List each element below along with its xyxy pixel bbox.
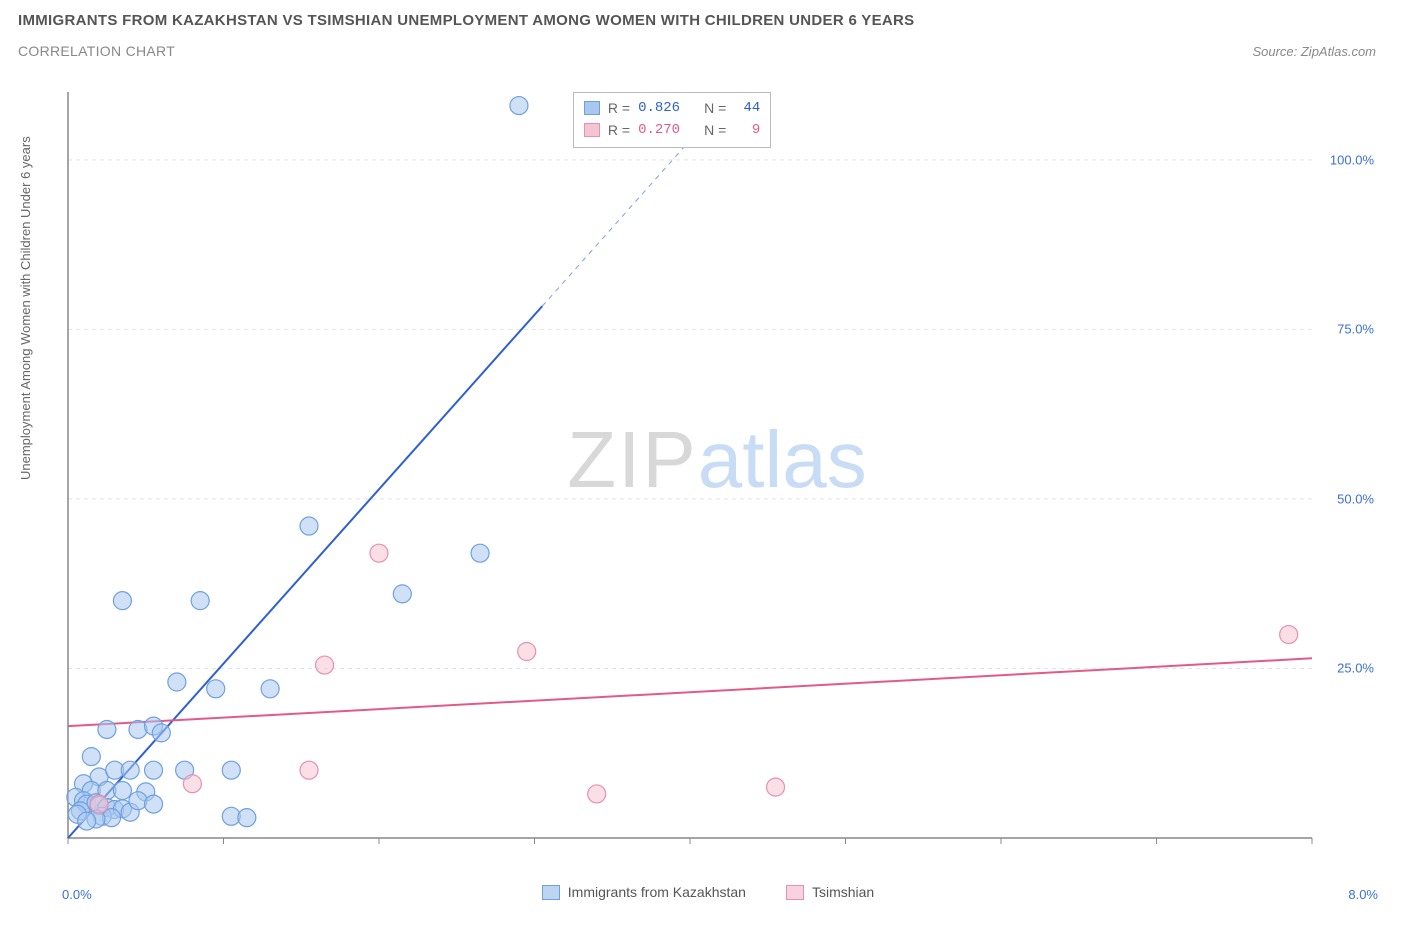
stats-swatch <box>584 123 600 137</box>
legend: Immigrants from Kazakhstan Tsimshian <box>28 884 1388 900</box>
legend-swatch-tsi <box>786 885 804 900</box>
stats-row: R = 0.826 N = 44 <box>584 97 760 119</box>
source-credit: Source: ZipAtlas.com <box>1252 44 1376 59</box>
legend-label-kaz: Immigrants from Kazakhstan <box>568 884 746 900</box>
y-axis-label: Unemployment Among Women with Children U… <box>18 136 33 480</box>
legend-label-tsi: Tsimshian <box>812 884 874 900</box>
page-title: IMMIGRANTS FROM KAZAKHSTAN VS TSIMSHIAN … <box>18 12 1388 29</box>
stats-r-label: R = <box>608 119 630 141</box>
stats-row: R = 0.270 N = 9 <box>584 119 760 141</box>
stats-n-label: N = <box>704 119 726 141</box>
scatter-plot: ZIPatlas R =0.826N =44R =0.270N =9 25.0%… <box>62 86 1372 866</box>
stats-r-value: 0.270 <box>638 119 680 141</box>
plot-svg <box>62 86 1372 866</box>
legend-item-tsi: Tsimshian <box>786 884 874 900</box>
y-tick-label: 75.0% <box>1337 322 1374 337</box>
stats-swatch <box>584 101 600 115</box>
stats-n-label: N = <box>704 97 726 119</box>
stats-r-value: 0.826 <box>638 97 680 119</box>
chart-subtitle: CORRELATION CHART <box>18 43 175 59</box>
stats-n-value: 44 <box>734 97 760 119</box>
y-tick-label: 25.0% <box>1337 661 1374 676</box>
legend-swatch-kaz <box>542 885 560 900</box>
stats-r-label: R = <box>608 97 630 119</box>
legend-item-kaz: Immigrants from Kazakhstan <box>542 884 746 900</box>
stats-panel: R = 0.826 N = 44 R = 0.270 N = 9 <box>573 92 771 148</box>
stats-n-value: 9 <box>734 119 760 141</box>
y-tick-label: 100.0% <box>1330 152 1374 167</box>
y-tick-label: 50.0% <box>1337 491 1374 506</box>
